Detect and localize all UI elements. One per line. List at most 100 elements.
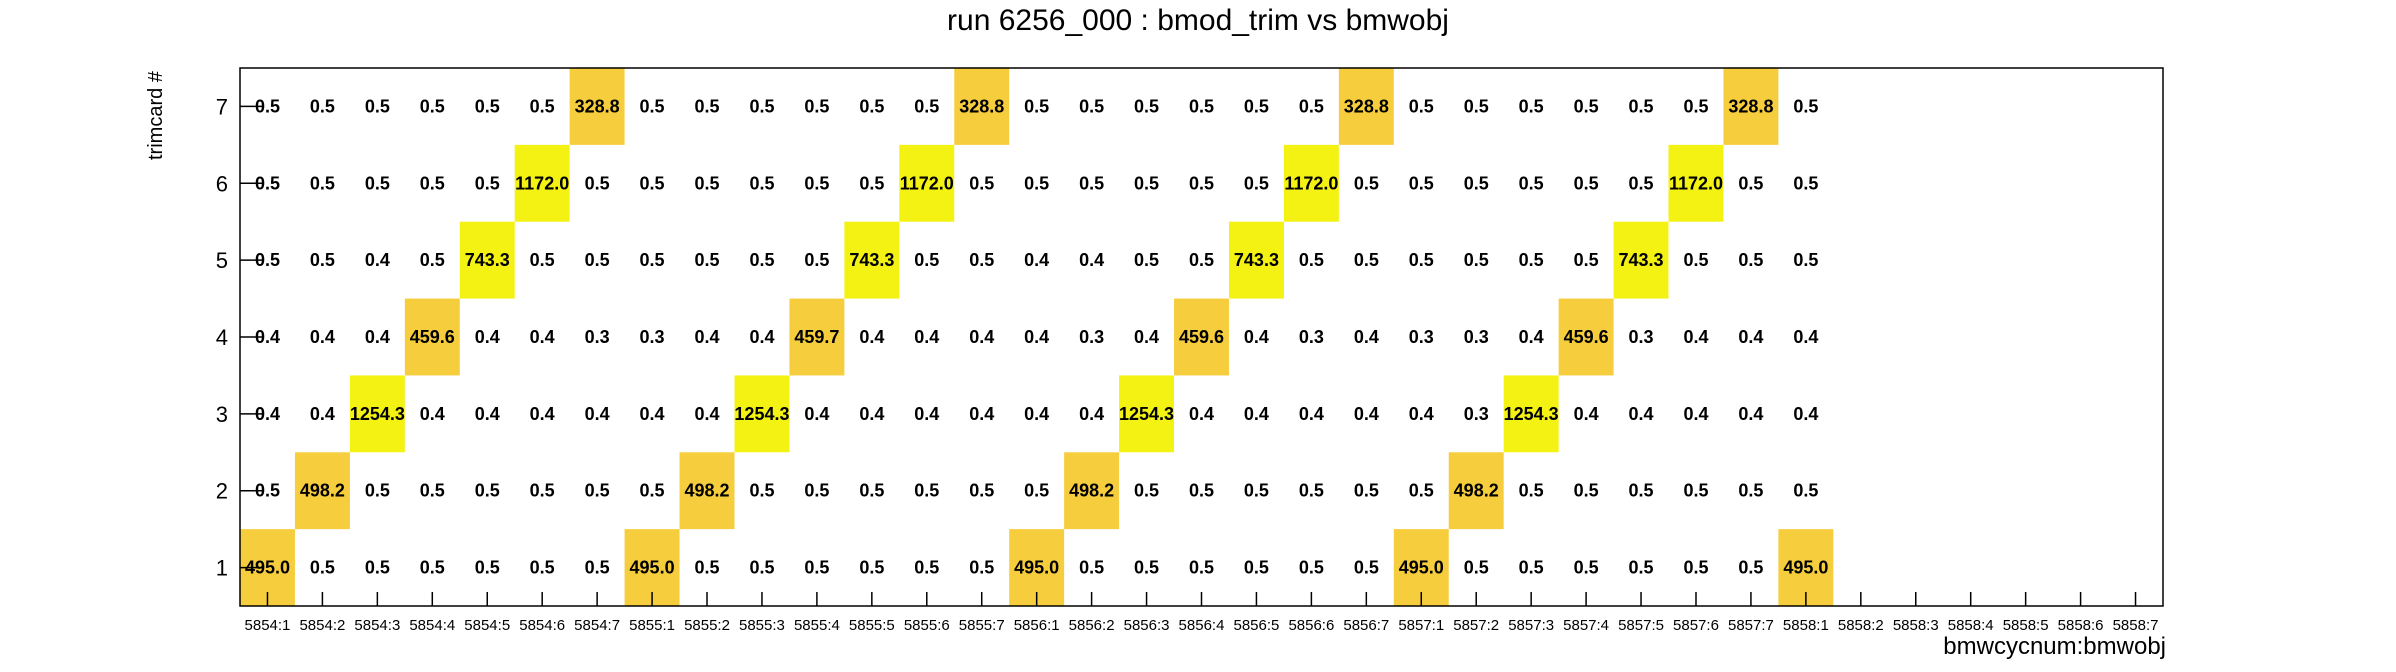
- cell-value-label: 0.5: [1574, 96, 1599, 116]
- cell-value-label: 0.5: [1354, 558, 1379, 578]
- cell-value-label: 0.5: [1464, 173, 1489, 193]
- cell-value-label: 0.4: [1024, 327, 1049, 347]
- cell-value-label: 0.4: [310, 327, 335, 347]
- heatmap-cell: [1668, 144, 1724, 222]
- cell-value-label: 1172.0: [515, 173, 569, 193]
- cell-value-label: 0.5: [969, 558, 994, 578]
- cell-value-label: 0.4: [365, 327, 390, 347]
- cell-value-label: 0.5: [1683, 250, 1708, 270]
- cell-value-label: 0.5: [749, 250, 774, 270]
- cell-value-label: 1254.3: [734, 404, 789, 424]
- cell-value-label: 0.5: [1409, 173, 1434, 193]
- cell-value-label: 495.0: [630, 558, 675, 578]
- heatmap-cell: [1558, 298, 1614, 376]
- cell-value-label: 0.4: [255, 327, 280, 347]
- cell-value-label: 0.5: [1793, 173, 1818, 193]
- heatmap-cell: [679, 452, 735, 530]
- cell-value-label: 0.5: [1519, 481, 1544, 501]
- cell-value-label: 0.5: [749, 96, 774, 116]
- cell-value-label: 328.8: [1728, 96, 1773, 116]
- cell-value-label: 0.5: [1409, 481, 1434, 501]
- cell-value-label: 0.5: [694, 96, 719, 116]
- cell-value-label: 0.4: [1738, 404, 1763, 424]
- cell-value-label: 328.8: [1344, 96, 1389, 116]
- cell-value-label: 0.5: [1189, 96, 1214, 116]
- y-tick-label: 7: [216, 94, 228, 119]
- cell-value-label: 0.5: [1134, 558, 1159, 578]
- cell-value-label: 0.5: [1738, 481, 1763, 501]
- cell-value-label: 0.5: [859, 96, 884, 116]
- x-tick-label: 5854:2: [299, 617, 345, 634]
- cell-value-label: 0.5: [1299, 558, 1324, 578]
- x-tick-label: 5856:4: [1179, 617, 1225, 634]
- cell-value-label: 0.4: [1079, 404, 1104, 424]
- cell-value-label: 0.5: [420, 481, 445, 501]
- cell-value-label: 0.4: [859, 404, 884, 424]
- x-tick-label: 5857:3: [1508, 617, 1554, 634]
- x-tick-label: 5858:4: [1948, 617, 1994, 634]
- cell-value-label: 0.5: [1244, 173, 1269, 193]
- cell-value-label: 0.5: [1299, 250, 1324, 270]
- chart-title: run 6256_000 : bmod_trim vs bmwobj: [947, 4, 1449, 37]
- cell-value-label: 0.5: [749, 558, 774, 578]
- cell-value-label: 0.5: [1574, 558, 1599, 578]
- cell-value-label: 0.4: [1683, 327, 1708, 347]
- cell-value-label: 0.5: [1629, 558, 1654, 578]
- heatmap-cell: [789, 298, 845, 376]
- heatmap-cell: [1338, 68, 1394, 145]
- x-tick-label: 5854:1: [245, 617, 291, 634]
- x-tick-label: 5854:6: [519, 617, 565, 634]
- cell-value-label: 0.5: [530, 558, 555, 578]
- cell-value-label: 498.2: [1454, 481, 1499, 501]
- cell-value-label: 0.5: [1244, 481, 1269, 501]
- cell-value-label: 0.5: [749, 173, 774, 193]
- x-tick-label: 5856:5: [1233, 617, 1279, 634]
- cell-value-label: 0.5: [1189, 481, 1214, 501]
- cell-value-label: 0.3: [585, 327, 610, 347]
- cell-value-label: 0.5: [859, 481, 884, 501]
- cell-value-label: 0.4: [969, 404, 994, 424]
- cell-value-label: 0.5: [1464, 96, 1489, 116]
- heatmap-cell: [899, 144, 955, 222]
- cell-value-label: 0.5: [310, 173, 335, 193]
- cell-value-label: 1172.0: [1669, 173, 1723, 193]
- cell-value-label: 0.5: [749, 481, 774, 501]
- cell-value-label: 0.5: [640, 481, 665, 501]
- cell-value-label: 0.5: [1629, 96, 1654, 116]
- cell-value-label: 0.4: [420, 404, 445, 424]
- cell-value-label: 0.5: [310, 96, 335, 116]
- cell-value-label: 0.5: [640, 96, 665, 116]
- cell-value-label: 0.5: [1683, 96, 1708, 116]
- cell-value-label: 1172.0: [1284, 173, 1338, 193]
- cell-value-label: 0.5: [420, 173, 445, 193]
- cell-value-label: 0.3: [1299, 327, 1324, 347]
- cell-value-label: 0.4: [1079, 250, 1104, 270]
- x-tick-label: 5854:3: [354, 617, 400, 634]
- cell-value-label: 0.5: [1299, 481, 1324, 501]
- cell-value-label: 0.4: [530, 327, 555, 347]
- cell-value-label: 0.5: [530, 96, 555, 116]
- cell-value-label: 0.4: [749, 327, 774, 347]
- cell-value-label: 0.4: [694, 327, 719, 347]
- cell-value-label: 0.5: [914, 96, 939, 116]
- heatmap-cell: [1723, 68, 1779, 145]
- cell-value-label: 0.5: [475, 173, 500, 193]
- cell-value-label: 1254.3: [350, 404, 405, 424]
- cell-value-label: 0.5: [1409, 250, 1434, 270]
- cell-value-label: 0.5: [1464, 558, 1489, 578]
- x-tick-label: 5855:7: [959, 617, 1005, 634]
- cell-value-label: 0.4: [1354, 327, 1379, 347]
- x-tick-label: 5858:7: [2113, 617, 2159, 634]
- cell-value-label: 0.4: [1354, 404, 1379, 424]
- cell-value-label: 0.5: [859, 173, 884, 193]
- cell-value-label: 0.5: [1079, 96, 1104, 116]
- x-tick-label: 5855:6: [904, 617, 950, 634]
- heatmap-cell: [569, 68, 625, 145]
- cell-value-label: 0.5: [255, 173, 280, 193]
- cell-value-label: 0.5: [365, 558, 390, 578]
- cell-value-label: 0.5: [1134, 96, 1159, 116]
- heatmap-cell: [1448, 452, 1504, 530]
- cell-value-label: 0.4: [1629, 404, 1654, 424]
